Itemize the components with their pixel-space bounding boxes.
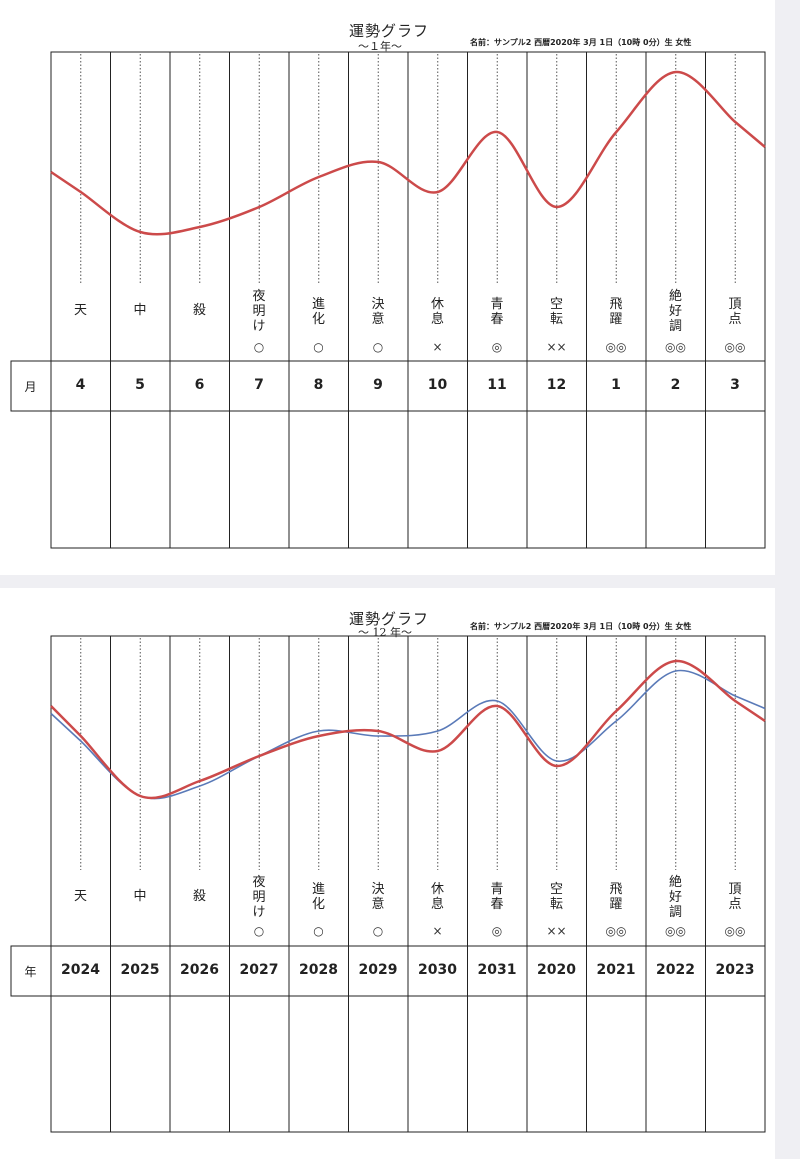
row-value: 2030 [418, 962, 457, 978]
column-label: 決 意 [371, 882, 385, 912]
column-label: 殺 [192, 303, 206, 318]
column-label: 飛 躍 [609, 297, 623, 327]
column-label: 青 春 [490, 297, 504, 327]
row-value: 2027 [239, 962, 279, 978]
column-label: 絶 好 調 [668, 289, 682, 334]
row-value: 9 [373, 377, 383, 393]
column-mark: ◎◎ [605, 340, 627, 354]
row-value: 12 [546, 377, 567, 393]
chart-page-1: 運勢グラフ ～１年～ 名前：サンプル2 西暦2020年 3月 1日（10時 0分… [0, 0, 775, 575]
column-mark: ○ [313, 924, 324, 938]
chart-title: 運勢グラフ [349, 610, 430, 628]
row-value: 11 [487, 377, 507, 393]
chart-title: 運勢グラフ [349, 22, 430, 40]
row-value: 7 [254, 377, 264, 393]
column-mark: ◎◎ [724, 924, 746, 938]
column-label: 空 転 [549, 297, 563, 327]
column-label: 絶 好 調 [668, 875, 682, 920]
row-value: 2021 [596, 962, 636, 978]
column-label: 中 [133, 889, 147, 904]
value-row [10, 945, 766, 997]
row-value: 2020 [537, 962, 576, 978]
column-label: 休 息 [430, 297, 444, 327]
row-value: 10 [427, 377, 448, 393]
column-label: 夜 明 け [252, 875, 266, 920]
row-value: 2025 [120, 962, 160, 978]
row-value: 6 [194, 377, 205, 393]
column-mark: ○ [372, 340, 384, 354]
column-label: 空 転 [549, 882, 563, 912]
column-label: 決 意 [371, 297, 385, 327]
row-value: 1 [611, 377, 621, 393]
row-value: 5 [135, 377, 145, 393]
column-mark: ◎◎ [724, 340, 746, 354]
row-value: 4 [75, 377, 86, 393]
profile-info: 名前：サンプル2 西暦2020年 3月 1日（10時 0分）生 女性 [470, 622, 692, 631]
chart-subtitle: ～１年～ [358, 40, 402, 53]
row-value: 2 [670, 377, 681, 393]
column-label: 休 息 [430, 882, 444, 912]
value-row [10, 360, 766, 412]
column-label: 中 [133, 303, 147, 318]
column-mark: ◎ [491, 924, 503, 938]
column-label: 進 化 [311, 297, 325, 327]
column-mark: ◎◎ [665, 340, 686, 354]
row-header: 年 [24, 965, 37, 979]
column-label: 天 [73, 303, 87, 318]
column-mark: × [432, 340, 443, 354]
row-value: 2031 [477, 962, 517, 978]
column-label: 夜 明 け [252, 289, 266, 334]
column-mark: ◎◎ [605, 924, 627, 938]
column-label: 頂 点 [728, 882, 742, 912]
column-label: 天 [73, 889, 87, 904]
chart-page-2: 運勢グラフ ～ 12 年～ 名前：サンプル2 西暦2020年 3月 1日（10時… [0, 588, 775, 1159]
row-value: 8 [313, 377, 324, 393]
row-value: 2022 [656, 962, 695, 978]
column-label: 殺 [192, 889, 206, 904]
column-mark: ◎◎ [665, 924, 686, 938]
column-mark: ×× [546, 924, 567, 938]
fortune-chart-1 [10, 51, 766, 549]
row-header: 月 [24, 380, 37, 394]
column-label: 飛 躍 [609, 882, 623, 912]
column-mark: × [432, 924, 443, 938]
column-label: 青 春 [490, 882, 504, 912]
row-value: 2026 [180, 962, 219, 978]
column-mark: ◎ [491, 340, 503, 354]
column-label: 頂 点 [728, 297, 742, 327]
column-mark: ○ [253, 924, 265, 938]
row-value: 2029 [358, 962, 398, 978]
column-label: 進 化 [311, 882, 325, 912]
series-line-0 [50, 659, 766, 800]
row-value: 3 [730, 377, 740, 393]
column-mark: ○ [253, 340, 265, 354]
profile-info: 名前：サンプル2 西暦2020年 3月 1日（10時 0分）生 女性 [470, 38, 692, 47]
row-value: 2023 [715, 962, 755, 978]
column-mark: ×× [546, 340, 567, 354]
fortune-chart-2 [10, 635, 766, 1133]
column-mark: ○ [372, 924, 384, 938]
row-value: 2024 [61, 962, 100, 978]
row-value: 2028 [299, 962, 338, 978]
column-mark: ○ [313, 340, 324, 354]
